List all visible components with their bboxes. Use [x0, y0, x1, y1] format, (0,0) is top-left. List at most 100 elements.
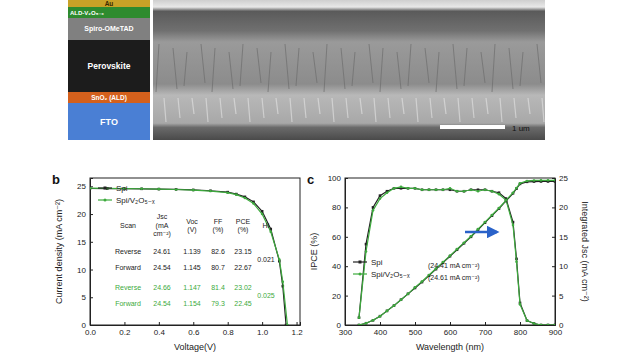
grain-boundary: [156, 44, 159, 92]
grain-boundary: [285, 44, 289, 89]
data-point: [226, 191, 229, 194]
table-header: Scan: [120, 222, 136, 229]
plot-frame: [345, 178, 555, 325]
data-point: [463, 190, 466, 193]
grain-boundary: [430, 98, 432, 118]
legend-line: [353, 273, 367, 274]
x-tick-label: 0.2: [119, 328, 131, 337]
data-point: [463, 241, 466, 244]
table-header: (mA: [156, 222, 169, 230]
y2-tick-mark: [552, 207, 555, 208]
data-point: [456, 190, 459, 193]
data-point: [407, 293, 410, 296]
table-header: cm⁻²): [153, 230, 171, 238]
data-point: [175, 188, 178, 191]
grain-boundary: [352, 52, 355, 86]
arrow: [465, 231, 497, 234]
grain-boundary: [268, 52, 271, 92]
data-point: [286, 324, 289, 325]
table-cell: 24.61: [153, 248, 171, 255]
data-point: [269, 231, 272, 234]
grain-boundary: [318, 98, 320, 114]
panel-label: b: [52, 172, 60, 187]
y2-tick-label: 15: [559, 233, 568, 242]
data-point: [400, 186, 403, 189]
table-cell: 24.54: [153, 264, 171, 271]
x-tick-mark: [124, 322, 125, 325]
sem-image: [153, 0, 545, 140]
y-tick-mark: [345, 325, 348, 326]
grain-boundary: [341, 48, 345, 89]
series-line: [359, 188, 555, 325]
data-point: [414, 187, 417, 190]
grain-boundary: [486, 98, 488, 114]
table-cell: 22.67: [234, 264, 252, 271]
data-point: [442, 188, 445, 191]
data-point: [407, 293, 410, 296]
y-tick-mark: [345, 207, 348, 208]
data-point: [192, 189, 195, 192]
y-tick-label: 100: [328, 174, 342, 183]
grain-boundary: [509, 48, 513, 89]
table-cell: 82.6: [211, 248, 225, 255]
data-point: [358, 316, 361, 319]
y2-tick: 0: [552, 321, 564, 330]
table-cell: 23.15: [234, 248, 252, 255]
layer-label: Au: [105, 0, 114, 7]
data-point: [421, 188, 424, 191]
plot-area: [90, 187, 289, 325]
table-header: Voc: [186, 218, 198, 225]
y-tick: 20: [332, 292, 348, 301]
data-point: [158, 188, 161, 191]
data-point: [175, 188, 178, 191]
legend-line: [98, 199, 112, 200]
data-point: [498, 193, 501, 196]
y2-tick-label: 25: [559, 174, 568, 183]
grain-boundary: [346, 98, 348, 118]
y-axis-line: [91, 179, 94, 326]
layer: [68, 7, 150, 18]
y2-tick: 5: [552, 292, 564, 301]
x-axis: 0.00.20.40.60.81.01.2: [85, 322, 303, 337]
y2-tick: 15: [552, 233, 568, 242]
y-tick-label: 40: [332, 262, 341, 271]
grain-boundary: [212, 48, 215, 92]
data-point: [554, 324, 555, 325]
grain-boundary: [514, 98, 516, 118]
data-point: [261, 213, 264, 216]
y2-tick-label: 0: [559, 321, 564, 330]
x-tick-mark: [193, 322, 194, 325]
y-tick-mark: [90, 325, 93, 326]
y-tick-label: 20: [77, 210, 86, 219]
legend-label: Spi/V₂O₅₋ₓ: [116, 196, 155, 205]
x-tick-mark: [262, 322, 263, 325]
data-point: [158, 188, 161, 191]
y-tick-label: 0: [337, 321, 342, 330]
grain-boundary: [369, 44, 373, 83]
y2-tick-label: 5: [559, 292, 564, 301]
data-point: [379, 315, 382, 318]
y2-tick-mark: [552, 237, 555, 238]
data-point: [365, 322, 368, 325]
data-point: [379, 315, 382, 318]
y-tick-mark: [345, 237, 348, 238]
layer: [68, 40, 150, 92]
series-line: [359, 180, 555, 325]
grain-boundary: [332, 98, 334, 122]
data-point: [554, 324, 555, 325]
y-tick-mark: [345, 296, 348, 297]
figure: AuALD-V₂O₅₋ₓSpiro-OMeTADPerovskiteSnO₂ (…: [0, 0, 632, 355]
data-point: [491, 190, 494, 193]
data-point: [456, 248, 459, 251]
layer: [68, 92, 150, 103]
data-point: [226, 191, 229, 194]
grain-boundary: [537, 44, 541, 83]
series-line: [90, 188, 286, 325]
data-point: [533, 322, 536, 325]
x-tick: 700: [479, 322, 493, 337]
data-point: [140, 188, 143, 191]
table-cell: 24.66: [153, 284, 171, 291]
grain-boundary: [388, 98, 390, 118]
table-cell: 1.139: [183, 248, 201, 255]
grain-boundary: [481, 52, 485, 83]
